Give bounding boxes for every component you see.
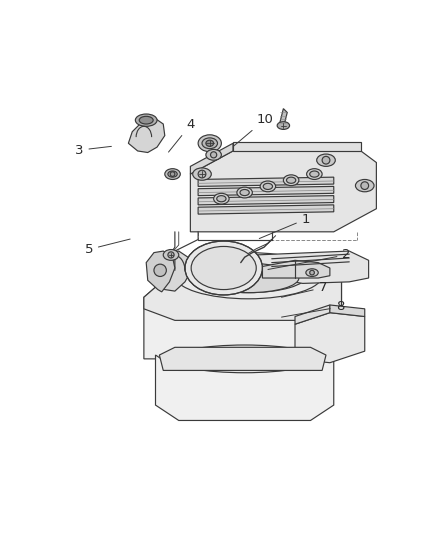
Ellipse shape [165, 168, 180, 180]
Ellipse shape [163, 249, 179, 260]
Polygon shape [295, 313, 365, 363]
Circle shape [170, 172, 175, 176]
Polygon shape [155, 355, 334, 421]
Polygon shape [128, 119, 165, 152]
Circle shape [154, 264, 166, 277]
Circle shape [361, 182, 369, 189]
Polygon shape [144, 270, 342, 332]
Circle shape [168, 252, 174, 258]
Polygon shape [159, 348, 326, 370]
Circle shape [211, 152, 217, 158]
Ellipse shape [306, 269, 318, 277]
Text: 7: 7 [282, 281, 327, 297]
Ellipse shape [202, 138, 218, 149]
Ellipse shape [175, 253, 322, 299]
Circle shape [310, 270, 314, 275]
Ellipse shape [356, 180, 374, 192]
Ellipse shape [214, 193, 229, 204]
Ellipse shape [217, 196, 226, 202]
Text: 4: 4 [169, 118, 195, 152]
Polygon shape [198, 196, 334, 205]
Text: 8: 8 [282, 301, 344, 317]
Ellipse shape [310, 171, 319, 177]
Ellipse shape [277, 122, 290, 130]
Polygon shape [191, 143, 233, 174]
Circle shape [198, 170, 206, 178]
Ellipse shape [206, 140, 214, 147]
Ellipse shape [139, 116, 153, 124]
Polygon shape [279, 109, 287, 128]
Ellipse shape [317, 154, 336, 166]
Polygon shape [262, 260, 330, 278]
Ellipse shape [198, 263, 299, 293]
Polygon shape [154, 251, 193, 291]
Ellipse shape [307, 168, 322, 180]
Text: 5: 5 [85, 239, 130, 256]
Text: 2: 2 [268, 248, 351, 270]
Polygon shape [146, 251, 175, 292]
Ellipse shape [193, 168, 211, 180]
Polygon shape [256, 251, 369, 284]
Ellipse shape [185, 241, 262, 295]
Ellipse shape [240, 189, 249, 196]
Polygon shape [233, 142, 361, 151]
Ellipse shape [206, 149, 221, 160]
Polygon shape [191, 151, 376, 232]
Polygon shape [295, 305, 330, 324]
Ellipse shape [237, 187, 252, 198]
Ellipse shape [171, 345, 318, 373]
Polygon shape [144, 266, 342, 359]
Polygon shape [198, 187, 334, 196]
Polygon shape [198, 177, 334, 187]
Ellipse shape [168, 171, 177, 177]
Circle shape [322, 156, 330, 164]
Polygon shape [198, 205, 334, 214]
Text: 1: 1 [259, 213, 310, 239]
Ellipse shape [260, 181, 276, 192]
Ellipse shape [263, 183, 272, 189]
Polygon shape [330, 305, 365, 317]
Ellipse shape [191, 259, 307, 293]
Ellipse shape [286, 177, 296, 183]
Ellipse shape [135, 114, 157, 126]
Ellipse shape [191, 246, 256, 289]
Ellipse shape [198, 135, 221, 152]
Text: 10: 10 [233, 113, 274, 146]
Text: 3: 3 [75, 144, 111, 157]
Ellipse shape [283, 175, 299, 185]
